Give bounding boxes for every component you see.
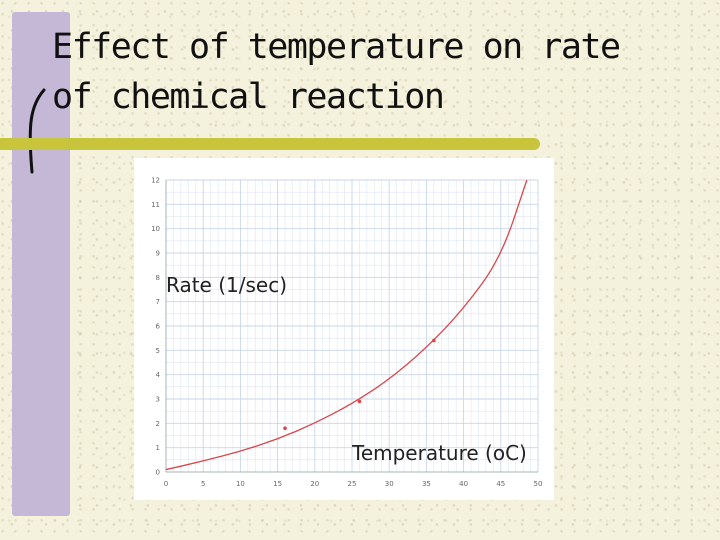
x-tick-label: 50 <box>534 480 543 488</box>
title-line-2: of chemical reaction <box>52 77 445 117</box>
x-tick-label: 25 <box>348 480 357 488</box>
x-tick-label: 35 <box>422 480 431 488</box>
title-underline-rule <box>0 138 540 150</box>
y-axis-label: Rate (1/sec) <box>166 273 287 297</box>
slide-title: Effect of temperature on rate of chemica… <box>52 22 712 122</box>
x-tick-label: 45 <box>496 480 505 488</box>
x-tick-label: 30 <box>385 480 394 488</box>
y-tick-label: 11 <box>151 201 160 209</box>
x-tick-label: 5 <box>201 480 205 488</box>
y-tick-label: 0 <box>156 469 160 477</box>
x-tick-label: 20 <box>310 480 319 488</box>
x-tick-label: 0 <box>164 480 168 488</box>
y-tick-label: 3 <box>156 396 160 404</box>
y-tick-label: 8 <box>156 274 160 282</box>
y-tick-label: 1 <box>156 444 160 452</box>
y-tick-label: 9 <box>156 250 160 258</box>
bracket-decoration <box>28 88 46 174</box>
data-point <box>432 338 436 343</box>
x-tick-label: 10 <box>236 480 245 488</box>
y-tick-label: 12 <box>151 177 160 185</box>
y-tick-label: 7 <box>156 298 160 306</box>
y-tick-label: 5 <box>156 347 160 355</box>
data-point <box>283 426 287 431</box>
y-tick-label: 6 <box>156 323 161 331</box>
x-axis-label: Temperature (oC) <box>351 441 527 465</box>
y-tick-label: 10 <box>151 225 160 233</box>
x-tick-label: 15 <box>273 480 282 488</box>
x-tick-label: 40 <box>459 480 468 488</box>
data-point <box>357 399 362 404</box>
y-tick-label: 2 <box>156 420 160 428</box>
title-line-1: Effect of temperature on rate <box>52 27 621 67</box>
chart-panel: 0 5 10 15 20 25 30 35 40 45 50 0 1 2 3 4 5 6 7 8 9 10 11 12 Rat… <box>134 158 554 500</box>
rate-curve <box>165 179 528 471</box>
y-tick-label: 4 <box>156 371 161 379</box>
